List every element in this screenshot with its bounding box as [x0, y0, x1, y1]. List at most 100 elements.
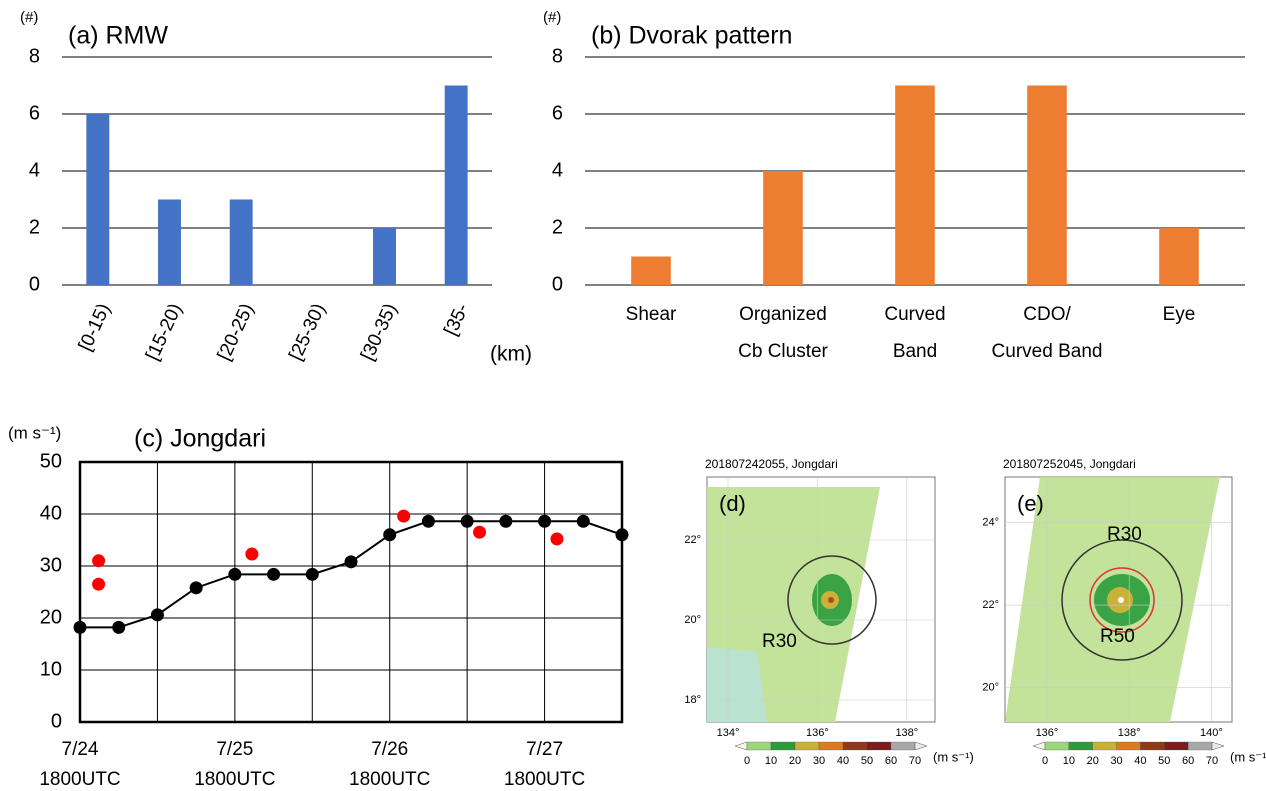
bar — [445, 86, 468, 286]
y-tick-label: 6 — [552, 102, 563, 124]
chart-title: (c) Jongdari — [134, 425, 266, 453]
y-tick-label: 8 — [552, 45, 563, 67]
eye — [1118, 597, 1124, 603]
bar — [158, 200, 181, 286]
data-point — [473, 526, 486, 539]
x-tick-label: 134° — [717, 727, 740, 739]
data-point — [190, 581, 203, 594]
x-tick-label: 138° — [895, 727, 918, 739]
x-tick-label: 140° — [1200, 727, 1223, 739]
colorbar-tick-label: 50 — [1158, 755, 1170, 767]
bar — [1027, 86, 1067, 286]
x-tick-label: 136° — [1036, 727, 1059, 739]
y-tick-label: 30 — [40, 554, 62, 576]
y-tick-label: 18° — [684, 694, 701, 706]
colorbar-end — [1212, 742, 1224, 750]
bar — [895, 86, 935, 286]
data-point — [306, 568, 319, 581]
x-tick-label: [20-25) — [214, 300, 258, 363]
data-point — [74, 621, 87, 634]
x-tick-label: Eye — [1163, 304, 1196, 325]
circle-label: R50 — [1100, 626, 1135, 647]
x-tick-label: 7/26 1800UTC — [349, 739, 430, 790]
colorbar-end — [915, 742, 927, 750]
colorbar-tick-label: 10 — [765, 755, 777, 767]
colorbar-segment — [1188, 742, 1212, 750]
x-tick-label: Cb Cluster — [738, 341, 828, 362]
bar — [631, 257, 671, 286]
y-tick-label: 0 — [29, 273, 40, 295]
data-point — [345, 555, 358, 568]
data-point — [112, 621, 125, 634]
colorbar-tick-label: 30 — [813, 755, 825, 767]
x-tick-label-line: 7/27 — [526, 739, 563, 760]
bar — [373, 228, 396, 285]
colorbar-tick-label: 20 — [789, 755, 801, 767]
data-point — [228, 568, 241, 581]
y-axis-label: (m s⁻¹) — [8, 423, 61, 442]
y-tick-label: 0 — [51, 710, 62, 732]
data-point — [616, 528, 629, 541]
x-tick-label-line: 1800UTC — [349, 769, 430, 790]
colorbar-segment — [819, 742, 843, 750]
colorbar-segment — [843, 742, 867, 750]
panel-label: (e) — [1017, 491, 1044, 516]
colorbar-tick-label: 0 — [1042, 755, 1048, 767]
x-tick-label: [0-15) — [75, 300, 115, 354]
colorbar-segment — [891, 742, 915, 750]
colorbar-end — [1033, 742, 1045, 750]
x-tick-label-line: 7/26 — [371, 739, 408, 760]
data-point — [151, 608, 164, 621]
y-tick-label: 24° — [982, 516, 999, 528]
y-axis-label: (#) — [20, 9, 38, 26]
colorbar-segment — [1069, 742, 1093, 750]
colorbar-segment — [1045, 742, 1069, 750]
colorbar-segment — [747, 742, 771, 750]
colorbar-tick-label: 60 — [885, 755, 897, 767]
x-axis-label: (km) — [490, 343, 532, 366]
data-point — [550, 532, 563, 545]
data-point — [499, 515, 512, 528]
colorbar-tick-label: 40 — [837, 755, 849, 767]
y-tick-label: 4 — [29, 159, 40, 181]
colorbar-tick-label: 20 — [1087, 755, 1099, 767]
x-tick-label: Organized — [739, 304, 827, 325]
x-tick-label: 136° — [806, 727, 829, 739]
y-tick-label: 6 — [29, 102, 40, 124]
x-tick-label: CDO/ — [1023, 304, 1071, 325]
panel-label: (d) — [719, 491, 746, 516]
colorbar-segment — [1140, 742, 1164, 750]
colorbar-segment — [1093, 742, 1117, 750]
figure: 02468(#)(a) RMW[0-15)[15-20)[20-25)[25-3… — [0, 0, 1266, 791]
chart-title: (b) Dvorak pattern — [591, 22, 792, 50]
colorbar-tick-label: 50 — [861, 755, 873, 767]
bar — [230, 200, 253, 286]
colorbar-tick-label: 30 — [1110, 755, 1122, 767]
colorbar-tick-label: 0 — [744, 755, 750, 767]
y-tick-label: 40 — [40, 502, 62, 524]
colorbar-segment — [795, 742, 819, 750]
colorbar-tick-label: 70 — [909, 755, 921, 767]
y-tick-label: 2 — [29, 216, 40, 238]
colorbar-tick-label: 10 — [1063, 755, 1075, 767]
plot-frame — [80, 462, 622, 722]
y-tick-label: 2 — [552, 216, 563, 238]
bar — [86, 114, 109, 285]
x-tick-label: Curved — [884, 304, 945, 325]
circle-label: R30 — [762, 631, 797, 652]
circle-label: R30 — [1107, 524, 1142, 545]
data-point — [577, 515, 590, 528]
colorbar-segment — [867, 742, 891, 750]
x-tick-label-line: 7/25 — [216, 739, 253, 760]
y-tick-label: 22° — [982, 599, 999, 611]
colorbar-tick-label: 60 — [1182, 755, 1194, 767]
data-point — [422, 515, 435, 528]
bar — [763, 171, 803, 285]
y-tick-label: 20° — [684, 614, 701, 626]
x-tick-label: Band — [893, 341, 937, 362]
data-point — [538, 515, 551, 528]
y-tick-label: 20 — [40, 606, 62, 628]
bar — [1159, 228, 1199, 285]
y-tick-label: 0 — [552, 273, 563, 295]
y-tick-label: 8 — [29, 45, 40, 67]
